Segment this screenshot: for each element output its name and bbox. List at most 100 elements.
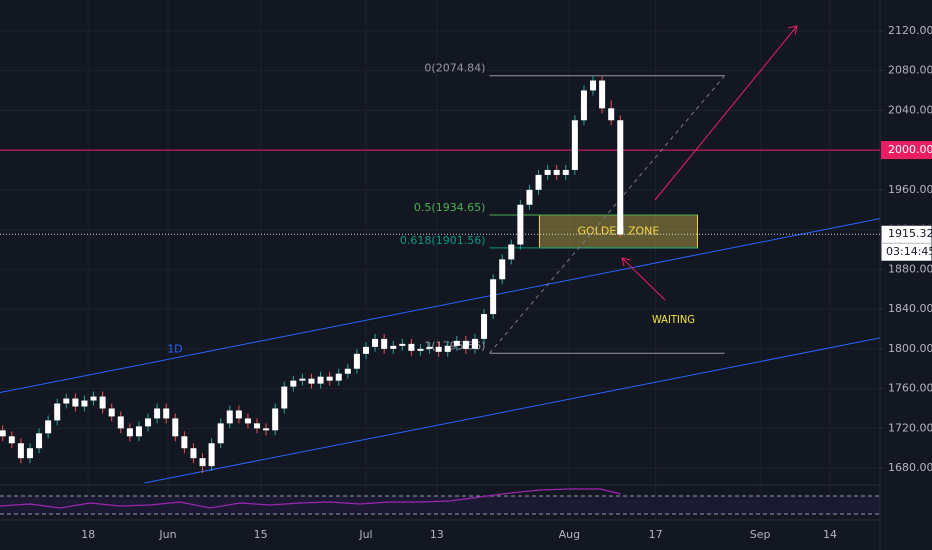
candle-body <box>544 169 551 175</box>
candle-body <box>399 343 406 346</box>
candle-body <box>263 428 270 431</box>
candle-body <box>417 348 424 351</box>
candle-body <box>408 343 415 351</box>
candle-body <box>580 90 587 121</box>
countdown: 03:14:45 <box>886 245 932 258</box>
grid <box>0 0 880 520</box>
candle-body <box>317 376 324 384</box>
candle-body <box>45 420 52 434</box>
candle-body <box>608 108 615 121</box>
arrow-pointer <box>621 257 666 301</box>
candle-body <box>526 189 533 205</box>
candle-body <box>154 408 161 419</box>
candle-body <box>426 346 433 349</box>
candle-body <box>126 428 133 437</box>
candles <box>0 75 624 474</box>
candle-body <box>335 373 342 381</box>
candle-body <box>199 458 206 467</box>
candle-body <box>471 338 478 349</box>
candle-body <box>108 408 115 417</box>
candle-body <box>235 410 242 419</box>
candle-body <box>254 423 261 429</box>
candle-body <box>172 418 179 437</box>
price-label-box <box>881 141 932 160</box>
y-tick-label: 1840.00 <box>888 302 932 315</box>
candle-body <box>617 120 624 235</box>
candle-body <box>299 378 306 381</box>
fib-label: 0.618(1901.56) <box>400 234 486 247</box>
candle-body <box>444 345 451 352</box>
candle-body <box>326 376 333 381</box>
candle-body <box>281 386 288 409</box>
candle-body <box>244 418 251 424</box>
candle-body <box>535 174 542 190</box>
arrow-up <box>654 25 798 201</box>
candle-body <box>8 436 15 444</box>
trendline-label: 1D <box>167 343 182 356</box>
candle-body <box>90 396 97 401</box>
x-tick-label: Sep <box>750 528 771 541</box>
x-tick-label: Jun <box>158 528 176 541</box>
candle-body <box>217 423 224 444</box>
candle-body <box>344 368 351 374</box>
rsi-line <box>0 488 622 509</box>
x-tick-label: Jul <box>358 528 372 541</box>
annotation: WAITING <box>652 313 695 326</box>
candle-body <box>490 279 497 315</box>
candle-body <box>308 378 315 384</box>
candle-body <box>390 345 397 349</box>
candle-body <box>54 403 61 421</box>
candle-body <box>36 433 43 449</box>
fib-label: 0.5(1934.65) <box>414 201 486 214</box>
candle-body <box>63 398 70 404</box>
arrow-head <box>621 257 631 267</box>
trendline <box>144 337 881 484</box>
y-tick-label: 2080.00 <box>888 64 932 77</box>
candle-body <box>99 396 106 409</box>
candle-body <box>353 353 360 369</box>
candle-body <box>571 120 578 170</box>
y-tick-label: 1800.00 <box>888 342 932 355</box>
y-tick-label: 1720.00 <box>888 421 932 434</box>
candle-body <box>226 410 233 424</box>
y-tick-label: 2040.00 <box>888 103 932 116</box>
arrows <box>621 25 798 301</box>
candle-body <box>435 346 442 352</box>
candle-body <box>462 340 469 349</box>
x-tick-label: 14 <box>823 528 837 541</box>
candle-body <box>381 338 388 349</box>
y-tick-label: 2120.00 <box>888 24 932 37</box>
candle-body <box>117 416 124 429</box>
candle-body <box>0 430 6 437</box>
candle-body <box>508 244 515 260</box>
x-tick-label: 18 <box>81 528 95 541</box>
trendline <box>0 218 881 394</box>
candle-body <box>81 400 88 407</box>
candle-body <box>163 408 170 419</box>
candle-body <box>481 314 488 339</box>
candle-body <box>362 346 369 354</box>
x-tick-label: 13 <box>430 528 444 541</box>
y-tick-label: 1760.00 <box>888 382 932 395</box>
y-tick-label: 1960.00 <box>888 183 932 196</box>
x-tick-label: 15 <box>254 528 268 541</box>
candle-body <box>208 443 215 467</box>
y-tick-label: 1680.00 <box>888 461 932 474</box>
candle-body <box>135 426 142 437</box>
arrow-head <box>787 25 798 36</box>
price-label: 2000.00 <box>888 143 932 156</box>
candle-body <box>17 443 24 459</box>
candle-body <box>562 169 569 175</box>
y-tick-label: 1880.00 <box>888 262 932 275</box>
candle-body <box>181 436 188 449</box>
axis: 1680.00 1720.00 1760.00 1800.00 1840.00 1880.… <box>81 24 932 541</box>
candle-body <box>599 80 606 109</box>
candle-body <box>453 340 460 346</box>
candle-body <box>517 204 524 245</box>
candle-body <box>290 380 297 387</box>
x-tick-label: 17 <box>649 528 663 541</box>
candle-body <box>72 398 79 407</box>
